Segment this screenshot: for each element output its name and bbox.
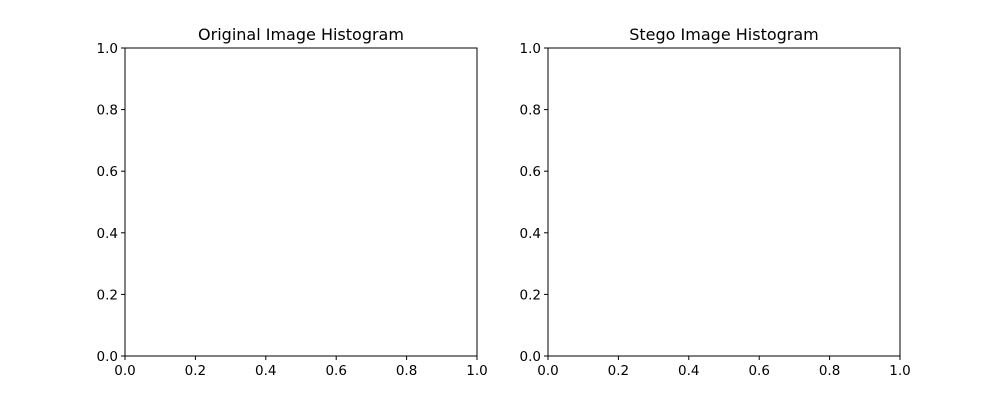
x-tick-label-2-1: 0.2 <box>608 363 629 379</box>
y-tick-label-1-0: 0.0 <box>97 349 118 365</box>
x-tick-label-1-0: 0.0 <box>114 363 135 379</box>
x-tick-label-1-3: 0.6 <box>325 363 346 379</box>
chart-title-1: Original Image Histogram <box>198 25 404 44</box>
x-tick-label-2-0: 0.0 <box>537 363 558 379</box>
x-tick-label-2-3: 0.6 <box>748 363 769 379</box>
y-tick-label-2-1: 0.2 <box>520 287 541 303</box>
y-tick-label-2-0: 0.0 <box>520 349 541 365</box>
y-tick-label-2-2: 0.4 <box>520 226 541 242</box>
subplot-1: Original Image Histogram 0.0 0.2 0.4 0.6 0.8 1… <box>97 25 488 379</box>
y-tick-label-1-1: 0.2 <box>97 287 118 303</box>
y-tick-label-1-4: 0.8 <box>97 103 118 119</box>
y-tick-label-1-2: 0.4 <box>97 226 118 242</box>
subplot-2: Stego Image Histogram 0.0 0.2 0.4 0.6 0.8 1.0 0… <box>520 25 911 379</box>
x-tick-label-1-5: 1.0 <box>466 363 487 379</box>
y-tick-label-2-5: 1.0 <box>520 41 541 57</box>
y-tick-label-1-3: 0.6 <box>97 164 118 180</box>
x-tick-label-2-4: 0.8 <box>819 363 840 379</box>
x-tick-label-1-1: 0.2 <box>185 363 206 379</box>
y-tick-label-1-5: 1.0 <box>97 41 118 57</box>
x-tick-label-1-4: 0.8 <box>396 363 417 379</box>
chart-title-2: Stego Image Histogram <box>629 25 819 44</box>
x-tick-label-1-2: 0.4 <box>255 363 276 379</box>
x-tick-label-2-5: 1.0 <box>889 363 910 379</box>
x-tick-label-2-2: 0.4 <box>678 363 699 379</box>
plot-area-1 <box>124 47 478 357</box>
plot-area-2 <box>547 47 901 357</box>
y-tick-label-2-3: 0.6 <box>520 164 541 180</box>
y-tick-label-2-4: 0.8 <box>520 103 541 119</box>
